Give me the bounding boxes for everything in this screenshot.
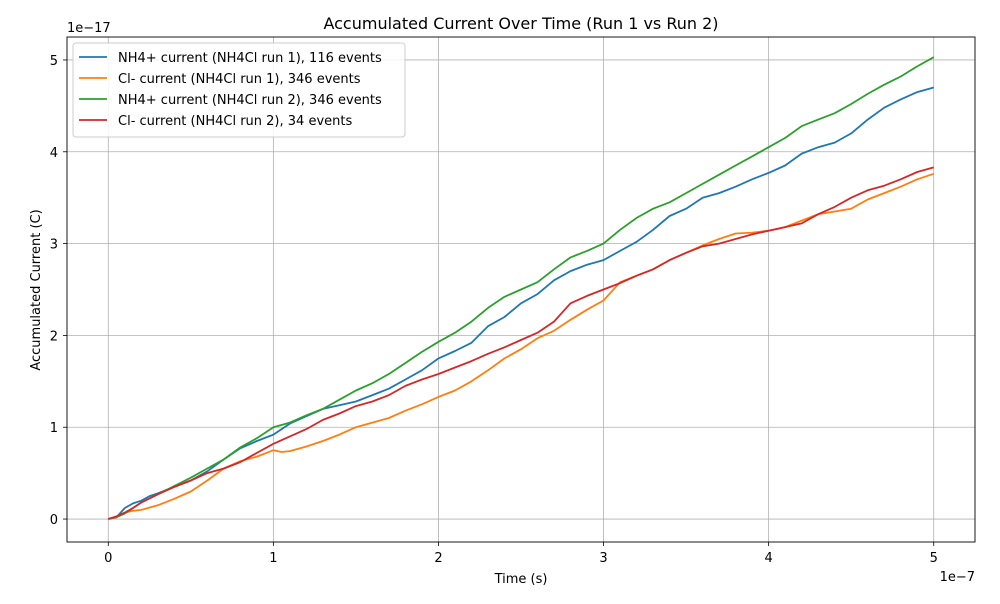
series-line-1 [108,86,934,520]
legend-box [72,42,406,138]
y-tick-label: 0 [50,513,58,528]
y-tick-label: 4 [50,146,58,161]
y-tick-label: 1 [50,421,58,436]
legend: NH4+ current (NH4Cl run 1), 116 events Cl… [72,42,406,138]
x-axis-offset-label: 1e−7 [940,570,975,585]
series-line-3 [108,56,935,520]
x-tick-label: 2 [434,551,442,566]
y-tick-label: 5 [50,54,58,69]
x-tick-label: 4 [764,551,772,566]
legend-label-1: NH4+ current (NH4Cl run 1), 116 events [118,51,382,66]
y-tick-label: 2 [50,329,58,344]
y-axis-label: Accumulated Current (C) [29,209,44,370]
x-tick-label: 3 [599,551,607,566]
series-lines [108,56,935,520]
x-tick-label: 1 [269,551,277,566]
legend-label-4: Cl- current (NH4Cl run 2), 34 events [118,114,352,129]
legend-label-2: Cl- current (NH4Cl run 1), 346 events [118,72,361,87]
series-line-4 [108,166,934,520]
series-line-2 [108,172,934,520]
plot-area-frame [66,36,976,543]
legend-label-3: NH4+ current (NH4Cl run 2), 346 events [118,93,382,108]
x-tick-label: 0 [104,551,112,566]
axis-ticks: 0 1 2 3 4 5 0 1 2 3 4 5 [50,54,938,566]
y-tick-label: 3 [50,238,58,253]
y-axis-offset-label: 1e−17 [67,21,111,36]
x-axis-label: Time (s) [494,572,548,587]
chart-title: Accumulated Current Over Time (Run 1 vs … [323,14,718,33]
x-tick-label: 5 [930,551,938,566]
